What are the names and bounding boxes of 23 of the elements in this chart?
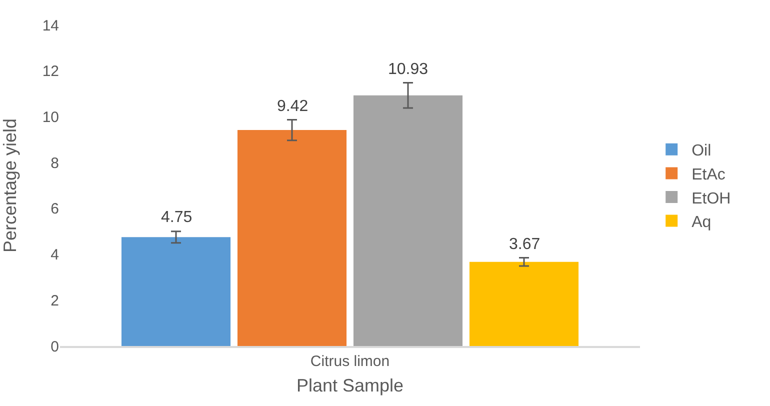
bar [237, 130, 347, 346]
y-tick-label: 12 [42, 63, 59, 80]
legend-label: Oil [692, 142, 712, 160]
y-tick-label: 14 [42, 17, 59, 34]
y-tick-label: 10 [42, 108, 59, 126]
y-tick-label: 6 [50, 200, 59, 218]
x-tick-label: Citrus limon [310, 353, 390, 370]
y-tick-label: 0 [50, 338, 59, 356]
y-tick-label: 2 [50, 292, 59, 310]
x-axis-title: Plant Sample [296, 376, 404, 396]
legend-label: Aq [692, 214, 712, 232]
y-axis-title: Percentage yield [0, 118, 20, 253]
y-tick-label: 4 [50, 246, 59, 264]
data-label: 4.75 [161, 209, 192, 226]
bar [121, 237, 231, 346]
bar [469, 262, 579, 346]
legend-label: EtOH [692, 190, 731, 208]
data-label: 10.93 [388, 61, 428, 78]
y-tick-label: 8 [50, 154, 59, 172]
bar [353, 95, 463, 346]
data-label: 9.42 [277, 98, 308, 115]
legend-label: EtAc [692, 166, 726, 184]
data-label: 3.67 [509, 236, 540, 253]
